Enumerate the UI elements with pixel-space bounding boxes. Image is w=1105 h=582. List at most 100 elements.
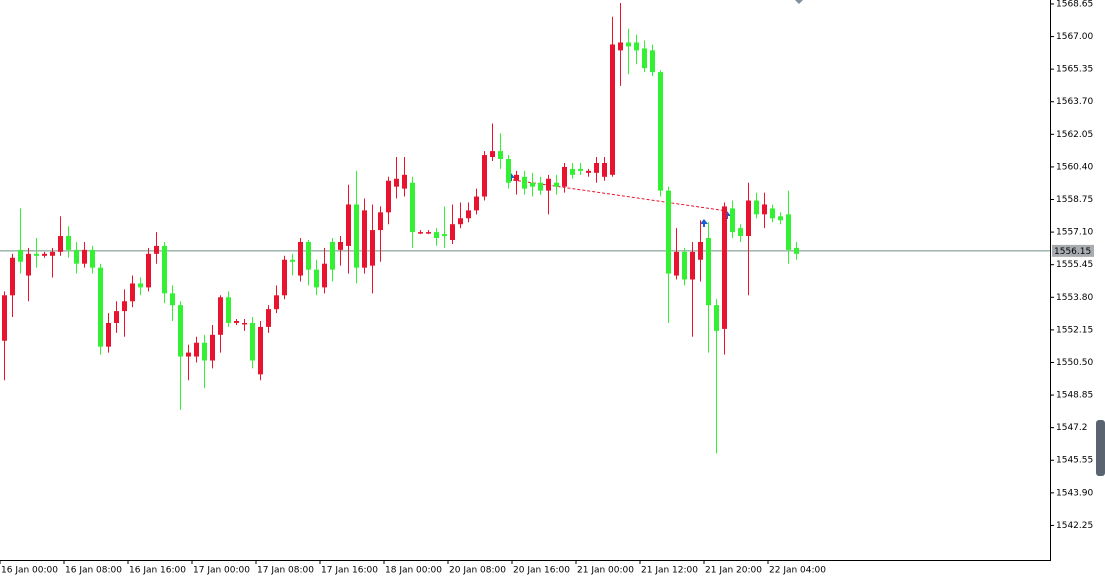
x-tick-label: 16 Jan 16:00: [129, 566, 186, 576]
y-tick-label: 1550.50: [1056, 358, 1093, 368]
candle-body: [146, 253, 151, 288]
candle-body: [338, 241, 343, 250]
candle-body: [690, 251, 695, 280]
candle-body: [362, 210, 367, 268]
candle-body: [466, 210, 471, 219]
x-tick-label: 16 Jan 08:00: [65, 566, 122, 576]
candle-body: [202, 342, 207, 361]
candle-body: [666, 190, 671, 274]
y-tick-label: 1543.90: [1056, 488, 1093, 498]
x-tick-label: 17 Jan 16:00: [321, 566, 378, 576]
candle-body: [418, 232, 423, 234]
y-tick-label: 1555.45: [1056, 260, 1093, 270]
candle-body: [546, 178, 551, 191]
candle-body: [26, 253, 31, 276]
candle-body: [250, 322, 255, 361]
candle-body: [578, 168, 583, 171]
candle-body: [442, 234, 447, 237]
candle-body: [634, 42, 639, 51]
candle-body: [266, 309, 271, 327]
y-tick-label: 1565.35: [1056, 65, 1093, 75]
y-tick-label: 1567.00: [1056, 32, 1093, 42]
candle-body: [154, 245, 159, 254]
candle-body: [626, 42, 631, 47]
candle-body: [426, 232, 431, 234]
candle-body: [394, 178, 399, 187]
candle-body: [106, 322, 111, 347]
candle-body: [770, 208, 775, 219]
candle-body: [722, 206, 727, 329]
scroll-marker: [795, 0, 803, 4]
candle-body: [186, 352, 191, 357]
candle-body: [34, 253, 39, 256]
candle-body: [434, 232, 439, 239]
candle-body: [82, 249, 87, 264]
scroll-handle[interactable]: [1096, 420, 1105, 476]
y-tick-label: 1560.40: [1056, 162, 1093, 172]
candle-body: [650, 50, 655, 73]
candle-body: [290, 259, 295, 262]
candle-body: [194, 342, 199, 357]
candle-body: [570, 168, 575, 175]
x-tick-label: 18 Jan 00:00: [385, 566, 442, 576]
candle-body: [410, 182, 415, 233]
candle-body: [778, 216, 783, 221]
candle-body: [506, 159, 511, 183]
candle-body: [738, 228, 743, 237]
candle-body: [18, 249, 23, 262]
candle-body: [50, 251, 55, 256]
candle-body: [786, 214, 791, 250]
candle-body: [594, 162, 599, 173]
y-tick-label: 1563.70: [1056, 97, 1093, 107]
candle-body: [618, 42, 623, 51]
plot: 1568.65 1567.00 1565.35 1563.70 1562.05 1560.…: [0, 0, 1093, 576]
candle-body: [458, 218, 463, 225]
candle-body: [714, 305, 719, 331]
y-tick-label: 1552.15: [1056, 325, 1093, 335]
candle-body: [378, 212, 383, 231]
candle-body: [658, 72, 663, 191]
trade-arrow: [700, 219, 708, 227]
candle-body: [706, 238, 711, 306]
y-tick-label: 1558.75: [1056, 195, 1093, 205]
candle-body: [90, 249, 95, 268]
candle-body: [746, 200, 751, 237]
candle-body: [674, 251, 679, 276]
candle-body: [98, 267, 103, 347]
y-tick-label: 1545.55: [1056, 456, 1093, 466]
candle-body: [610, 44, 615, 175]
candle-body: [322, 263, 327, 288]
candle-body: [490, 151, 495, 158]
candle-body: [258, 326, 263, 375]
candle-body: [602, 162, 607, 177]
candle-body: [330, 241, 335, 270]
candle-body: [482, 155, 487, 197]
candle-body: [698, 241, 703, 260]
y-tick-label: 1542.25: [1056, 521, 1093, 531]
y-tick-label: 1557.10: [1056, 228, 1093, 238]
candle-body: [10, 257, 15, 296]
candle-body: [242, 322, 247, 325]
candle-body: [642, 48, 647, 69]
candle-body: [234, 320, 239, 323]
y-tick-label: 1562.05: [1056, 130, 1093, 140]
candle-body: [402, 174, 407, 189]
candle-body: [130, 283, 135, 302]
candle-body: [794, 247, 799, 254]
x-tick-label: 21 Jan 12:00: [641, 566, 698, 576]
candle-body: [122, 301, 127, 312]
x-tick-label: 21 Jan 20:00: [705, 566, 762, 576]
candle-body: [162, 245, 167, 294]
candle-body: [754, 200, 759, 215]
candle-body: [386, 180, 391, 213]
x-tick-label: 21 Jan 00:00: [577, 566, 634, 576]
candle-body: [370, 230, 375, 266]
candle-body: [210, 334, 215, 361]
candle-body: [178, 305, 183, 357]
candle-body: [730, 208, 735, 233]
candle-body: [282, 259, 287, 296]
x-tick-label: 22 Jan 04:00: [769, 566, 826, 576]
candle-body: [538, 182, 543, 191]
